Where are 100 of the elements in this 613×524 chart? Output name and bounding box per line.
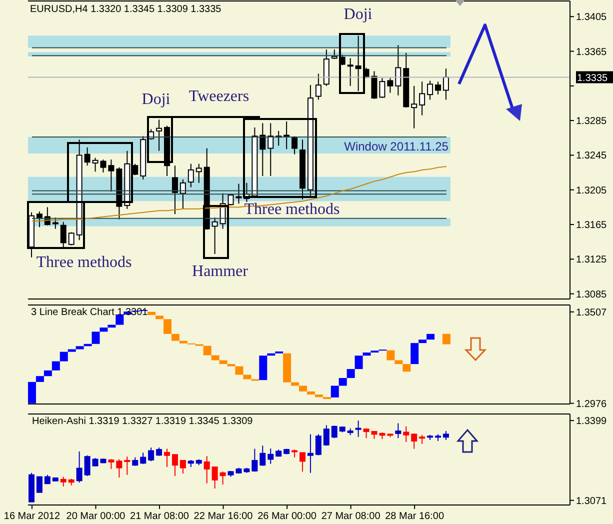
candlestick [387, 78, 394, 94]
candlestick [268, 448, 274, 464]
candlestick [419, 81, 426, 116]
candlestick [260, 445, 266, 466]
candlestick [315, 434, 322, 456]
y-tick-label: 1.3085 [576, 289, 608, 300]
x-tick-label: 21 Mar 08:00 [130, 511, 190, 522]
x-tick-label: 28 Mar 16:00 [385, 511, 444, 522]
bar [36, 376, 44, 382]
bar [156, 316, 164, 320]
candlestick [108, 159, 114, 192]
bar [402, 364, 411, 372]
candlestick [323, 424, 330, 446]
candlestick [315, 73, 322, 100]
candlestick [403, 426, 410, 442]
candlestick [442, 430, 449, 441]
y-tick-label: 1.3125 [576, 254, 608, 266]
bar [76, 346, 84, 350]
bar [203, 346, 212, 356]
candlestick [395, 44, 402, 96]
bar [219, 360, 228, 364]
y-tick-label: 1.3071 [576, 496, 608, 507]
bar [338, 378, 347, 386]
bar [108, 324, 116, 328]
x-tick-label: 20 Mar 00:00 [66, 511, 126, 522]
candlestick [379, 78, 386, 99]
x-tick-label: 22 Mar 16:00 [194, 511, 254, 522]
annotation: Hammer [192, 263, 248, 281]
candlestick [60, 476, 66, 488]
candlestick [172, 454, 178, 477]
chart-title: EURUSD,H4 1.3320 1.3345 1.3309 1.3335 [30, 4, 222, 15]
candlestick [116, 458, 122, 478]
bar [164, 319, 172, 334]
bar [211, 355, 220, 360]
bar [330, 386, 339, 398]
y-tick-label: 1.3285 [576, 116, 608, 128]
bar [394, 360, 403, 364]
candlestick [427, 80, 434, 100]
y-tick-label: 1.3507 [576, 307, 608, 318]
candlestick [331, 425, 338, 439]
candlestick [180, 459, 186, 474]
bar [386, 350, 395, 360]
candlestick [76, 450, 82, 484]
y-tick-label: 1.3405 [576, 12, 608, 24]
annotation: Three methods [36, 254, 132, 272]
ref-line-label: 1.3335 [577, 73, 608, 84]
annotation: Three methods [244, 201, 340, 219]
bar [179, 340, 188, 344]
candlestick [435, 81, 441, 96]
y-tick-label: 1.3399 [576, 416, 608, 428]
candlestick [411, 432, 418, 450]
candlestick [419, 434, 426, 444]
candlestick [212, 466, 218, 489]
candlestick [140, 452, 146, 464]
candlestick [52, 217, 58, 230]
candlestick [124, 456, 130, 476]
candlestick [212, 217, 218, 254]
bar [68, 349, 76, 352]
bar [410, 343, 419, 364]
candlestick [292, 136, 298, 155]
bar [116, 314, 124, 325]
bar [52, 361, 60, 370]
y-tick-label: 1.3365 [576, 46, 608, 58]
bar [299, 386, 307, 392]
bar [60, 352, 68, 362]
candlestick [220, 471, 226, 486]
candlestick [268, 122, 274, 176]
candlestick [347, 58, 354, 86]
candlestick [148, 447, 154, 462]
candlestick [252, 448, 258, 472]
candlestick [300, 452, 306, 472]
bar [283, 353, 292, 382]
bar [243, 374, 252, 380]
x-tick-label: 27 Mar 08:00 [321, 511, 381, 522]
y-tick-label: 1.2976 [576, 398, 608, 410]
candlestick [204, 456, 210, 484]
candlestick [260, 122, 266, 176]
candlestick [68, 232, 74, 246]
bar [418, 340, 427, 344]
bar [346, 369, 355, 378]
bar [259, 356, 268, 380]
candlestick [36, 476, 42, 493]
x-tick-label: 26 Mar 00:00 [258, 511, 317, 522]
bar [44, 370, 52, 376]
candlestick [172, 165, 178, 215]
bar [171, 334, 180, 341]
bar [306, 391, 315, 395]
bar [148, 312, 156, 315]
candlestick [84, 146, 90, 166]
y-tick-label: 1.3205 [576, 185, 608, 196]
candlestick [395, 422, 402, 439]
y-tick-label: 1.3245 [576, 150, 608, 162]
annotation: Doji [142, 91, 170, 109]
bar [28, 382, 36, 404]
bar [426, 334, 435, 340]
annotation: Tweezers [188, 88, 250, 106]
bar [442, 334, 450, 344]
candlestick [84, 454, 90, 477]
band-label: Window 2011.11.25 [344, 139, 449, 154]
candlestick [411, 85, 418, 129]
